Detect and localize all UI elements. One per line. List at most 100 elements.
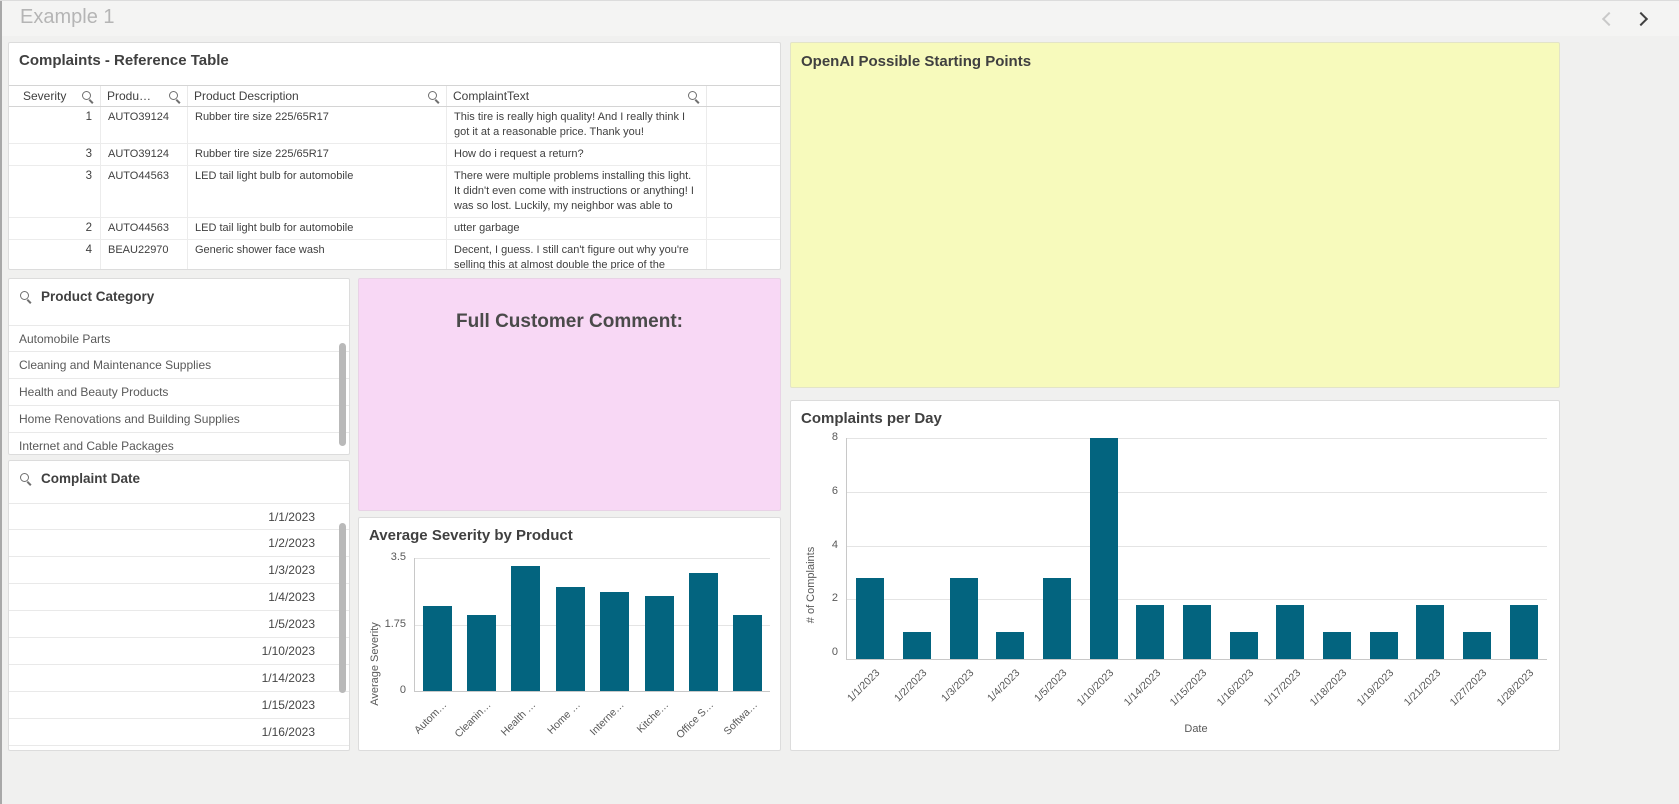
table-cell-empty bbox=[707, 240, 780, 269]
table-cell[interactable]: 2 bbox=[17, 218, 101, 239]
table-cell[interactable]: 4 bbox=[17, 240, 101, 269]
bar[interactable] bbox=[1276, 605, 1305, 659]
table-cell[interactable]: LED tail light bulb for automobile bbox=[188, 166, 447, 217]
bar[interactable] bbox=[688, 573, 718, 691]
bar[interactable] bbox=[555, 586, 585, 691]
search-icon[interactable] bbox=[19, 290, 32, 303]
bar[interactable] bbox=[1463, 632, 1491, 659]
list-item[interactable]: 1/3/2023 bbox=[9, 557, 349, 584]
table-cell-empty bbox=[707, 218, 780, 239]
list-item-label: Automobile Parts bbox=[19, 332, 111, 346]
column-header[interactable]: Produ… bbox=[101, 86, 188, 106]
bar[interactable] bbox=[422, 605, 452, 691]
bar[interactable] bbox=[1369, 632, 1398, 659]
search-icon[interactable] bbox=[81, 90, 94, 103]
scrollbar-thumb[interactable] bbox=[339, 523, 346, 693]
list-item[interactable]: 1/16/2023 bbox=[9, 719, 349, 746]
table-cell[interactable]: How do i request a return? bbox=[447, 144, 707, 165]
next-sheet-button[interactable] bbox=[1627, 4, 1655, 32]
scrollbar-thumb[interactable] bbox=[339, 343, 346, 446]
list-item[interactable]: Internet and Cable Packages bbox=[9, 433, 349, 454]
table-cell[interactable]: AUTO44563 bbox=[101, 166, 188, 217]
bar[interactable] bbox=[1416, 605, 1445, 659]
search-icon[interactable] bbox=[427, 90, 440, 103]
list-item[interactable]: 1/14/2023 bbox=[9, 665, 349, 692]
list-item[interactable]: 1/1/2023 bbox=[9, 503, 349, 530]
y-axis-tick: 6 bbox=[831, 484, 838, 497]
bar[interactable] bbox=[644, 596, 674, 691]
search-icon[interactable] bbox=[168, 90, 181, 103]
list-item-label: 1/14/2023 bbox=[261, 671, 315, 685]
bar[interactable] bbox=[1229, 632, 1258, 659]
x-axis-tick: 1/3/2023 bbox=[938, 667, 977, 705]
table-cell[interactable]: 3 bbox=[17, 144, 101, 165]
table-cell[interactable]: AUTO39124 bbox=[101, 107, 188, 143]
list-item-label: Home Renovations and Building Supplies bbox=[19, 412, 240, 426]
column-header[interactable]: Product Description bbox=[188, 86, 447, 106]
bar[interactable] bbox=[511, 565, 541, 691]
chart-area: 0 1.75 3.5 Autom… Cleanin… Health … Home … Inte… bbox=[359, 518, 780, 750]
bar[interactable] bbox=[1043, 578, 1071, 659]
list-item[interactable]: Cleaning and Maintenance Supplies bbox=[9, 352, 349, 379]
table-cell[interactable]: Decent, I guess. I still can't figure ou… bbox=[447, 240, 707, 269]
column-header[interactable]: Severity bbox=[17, 86, 101, 106]
avg-severity-chart-panel: Average Severity by Product 0 1.75 3.5 Auto… bbox=[358, 517, 781, 751]
bar[interactable] bbox=[903, 632, 931, 659]
table-row: 3 AUTO44563 LED tail light bulb for automo… bbox=[9, 166, 780, 218]
filter-list: Automobile Parts Cleaning and Maintenance… bbox=[9, 325, 349, 454]
list-item[interactable]: 1/4/2023 bbox=[9, 584, 349, 611]
table-cell[interactable]: Generic shower face wash bbox=[188, 240, 447, 269]
chart-title: Complaints per Day bbox=[801, 410, 942, 427]
gridline bbox=[415, 558, 770, 559]
bar[interactable] bbox=[1509, 605, 1538, 659]
filter-header[interactable]: Product Category bbox=[19, 289, 154, 304]
x-axis-tick: 1/28/2023 bbox=[1494, 667, 1537, 709]
bar[interactable] bbox=[600, 592, 630, 691]
table-cell[interactable]: 1 bbox=[17, 107, 101, 143]
window-top-edge bbox=[0, 0, 1679, 1]
table-cell[interactable]: LED tail light bulb for automobile bbox=[188, 218, 447, 239]
table-header-row: Severity Produ… Product Description Complai… bbox=[9, 85, 780, 107]
table-cell[interactable]: There were multiple problems installing … bbox=[447, 166, 707, 217]
list-item[interactable]: 1/2/2023 bbox=[9, 530, 349, 557]
bar[interactable] bbox=[1089, 438, 1118, 659]
bar[interactable] bbox=[856, 578, 885, 659]
list-item-label: 1/2/2023 bbox=[268, 536, 315, 550]
list-item[interactable]: Home Renovations and Building Supplies bbox=[9, 406, 349, 433]
column-header[interactable]: ComplaintText bbox=[447, 86, 707, 106]
table-cell[interactable]: Rubber tire size 225/65R17 bbox=[188, 144, 447, 165]
bar[interactable] bbox=[467, 615, 497, 691]
list-item[interactable]: 1/10/2023 bbox=[9, 638, 349, 665]
filter-title: Product Category bbox=[41, 289, 155, 304]
list-item[interactable]: Automobile Parts bbox=[9, 325, 349, 352]
bar[interactable] bbox=[1183, 605, 1211, 659]
search-icon[interactable] bbox=[19, 472, 32, 485]
table-cell[interactable]: AUTO44563 bbox=[101, 218, 188, 239]
bar[interactable] bbox=[996, 632, 1025, 659]
column-header-label: Product Description bbox=[194, 89, 299, 103]
table-cell[interactable]: utter garbage bbox=[447, 218, 707, 239]
table-cell[interactable]: BEAU22970 bbox=[101, 240, 188, 269]
prev-sheet-button[interactable] bbox=[1595, 4, 1623, 32]
table-cell[interactable]: Rubber tire size 225/65R17 bbox=[188, 107, 447, 143]
bar[interactable] bbox=[733, 615, 763, 691]
list-item[interactable]: Health and Beauty Products bbox=[9, 379, 349, 406]
x-axis-tick: 1/4/2023 bbox=[985, 667, 1023, 705]
table-cell[interactable]: AUTO39124 bbox=[101, 144, 188, 165]
list-item[interactable]: 1/5/2023 bbox=[9, 611, 349, 638]
table-cell[interactable]: This tire is really high quality! And I … bbox=[447, 107, 707, 143]
list-item[interactable]: 1/15/2023 bbox=[9, 692, 349, 719]
x-axis-tick: 1/10/2023 bbox=[1074, 667, 1117, 709]
table-cell[interactable]: 3 bbox=[17, 166, 101, 217]
bar[interactable] bbox=[1136, 605, 1165, 659]
column-header-empty bbox=[707, 86, 780, 106]
product-category-filter: Product Category Automobile Parts Cleanin… bbox=[8, 278, 350, 455]
list-item-label: Health and Beauty Products bbox=[19, 385, 169, 399]
table-cell-empty bbox=[707, 144, 780, 165]
bar[interactable] bbox=[1323, 632, 1351, 659]
filter-header[interactable]: Complaint Date bbox=[19, 471, 140, 486]
search-icon[interactable] bbox=[687, 90, 700, 103]
bar[interactable] bbox=[949, 578, 978, 659]
x-axis-tick: 1/1/2023 bbox=[845, 667, 883, 705]
x-axis-tick: Kitche… bbox=[634, 699, 672, 736]
